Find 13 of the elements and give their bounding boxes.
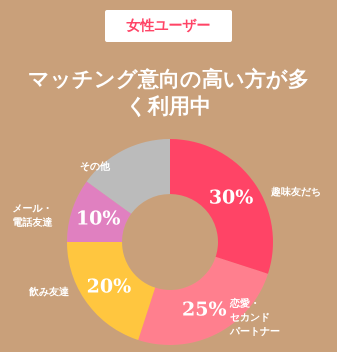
slice-label: 飲み友達 <box>28 286 70 298</box>
donut-slice <box>67 242 156 340</box>
chart-title: マッチング意向の高い方が多く利用中 <box>28 67 309 118</box>
slice-label: メール・電話友達 <box>12 204 54 229</box>
data-label: 10% <box>76 208 120 230</box>
slice-label: 恋愛・セカンドパートナー <box>229 298 280 338</box>
data-label: 20% <box>86 275 132 298</box>
donut-slice <box>170 139 273 274</box>
slice-label: その他 <box>80 160 111 172</box>
chart-subtitle: 女性ユーザー <box>126 18 210 34</box>
data-label: 30% <box>208 186 254 209</box>
data-label: 25% <box>182 298 227 320</box>
slice-label: 趣味友だち <box>270 186 322 198</box>
